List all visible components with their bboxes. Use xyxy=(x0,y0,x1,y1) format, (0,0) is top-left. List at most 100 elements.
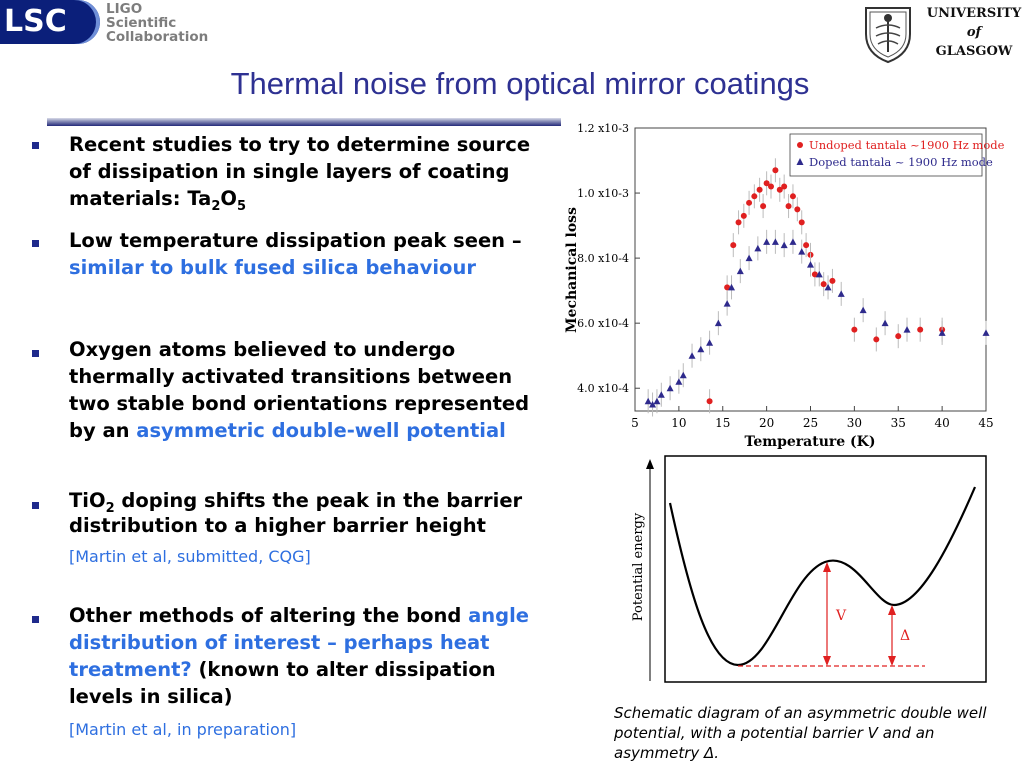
undoped-point xyxy=(895,333,902,340)
bullet-2-text: Low temperature dissipation peak seen – xyxy=(69,229,522,252)
doped-point xyxy=(982,329,990,336)
uni-line-2: of xyxy=(966,25,982,40)
x-tick-label: 5 xyxy=(631,416,639,430)
doped-point xyxy=(653,397,661,405)
undoped-point xyxy=(735,219,742,226)
undoped-point xyxy=(785,203,792,210)
bullet-1-sub-b: 5 xyxy=(236,199,246,214)
bullet-3: Oxygen atoms believed to undergo thermal… xyxy=(69,336,539,444)
doped-point xyxy=(706,339,714,346)
doped-point xyxy=(903,326,911,333)
double-well-diagram: V Δ Potential energy xyxy=(631,455,987,683)
doped-point xyxy=(679,371,687,379)
undoped-point xyxy=(776,186,783,193)
y-tick-label: 4.0 x10-4 xyxy=(577,382,629,395)
bullet-5-after: (known to alter dissipation levels in si… xyxy=(69,658,496,708)
reference-1: [Martin et al, submitted, CQG] xyxy=(69,547,311,566)
org-line-2: Scientific xyxy=(106,15,177,31)
doped-point xyxy=(824,283,832,291)
undoped-point xyxy=(724,284,731,291)
undoped-point xyxy=(781,183,788,190)
doped-point xyxy=(688,352,696,359)
bullet-1: Recent studies to try to determine sourc… xyxy=(69,131,539,214)
undoped-point xyxy=(760,203,767,210)
legend-marker xyxy=(797,142,803,148)
x-tick-label: 30 xyxy=(847,416,862,430)
y-tick-label: 6.0 x10-4 xyxy=(577,317,629,330)
asymmetry-arrow-up-icon xyxy=(888,605,896,615)
doped-point xyxy=(745,254,753,262)
undoped-point xyxy=(746,199,753,206)
undoped-point xyxy=(740,212,747,219)
undoped-point xyxy=(917,326,924,333)
legend-marker xyxy=(796,158,804,165)
undoped-point xyxy=(751,193,758,200)
diagram-y-label: Potential energy xyxy=(631,512,646,621)
doped-point xyxy=(657,391,665,398)
undoped-point xyxy=(820,281,827,288)
doped-point xyxy=(815,270,823,278)
diagram-axis-arrow-icon xyxy=(646,459,654,469)
x-axis-label: Temperature (K) xyxy=(745,434,876,450)
doped-point xyxy=(837,290,845,297)
org-line-3: Collaboration xyxy=(106,29,209,45)
bullet-1-sub-a: 2 xyxy=(211,199,221,214)
bullet-marker xyxy=(32,346,42,357)
x-tick-label: 40 xyxy=(934,416,949,430)
bullet-marker xyxy=(32,498,42,509)
doped-point xyxy=(881,319,889,327)
doped-point xyxy=(736,267,744,275)
doped-point xyxy=(771,238,779,245)
bullet-3-highlight: asymmetric double-well potential xyxy=(136,419,506,442)
undoped-point xyxy=(794,206,801,213)
mechanical-loss-chart: 5 10 15 20 25 30 35 40 45 4.0 x10-4 6.0 x10-4 8.0 x… xyxy=(564,122,1005,450)
doped-point xyxy=(728,283,736,291)
y-tick-label: 8.0 x10-4 xyxy=(577,252,629,265)
uni-line-1: UNIVERSITY xyxy=(926,6,1022,21)
bullet-marker xyxy=(32,138,42,149)
bullet-2: Low temperature dissipation peak seen – … xyxy=(69,227,539,281)
x-tick-label: 25 xyxy=(803,416,818,430)
doped-point xyxy=(798,248,806,255)
lsc-org-name: LIGO Scientific Collaboration xyxy=(106,2,246,44)
bullet-1-text: Recent studies to try to determine sourc… xyxy=(69,133,531,210)
doped-point xyxy=(754,244,762,252)
university-name: UNIVERSITY of GLASGOW xyxy=(924,4,1024,61)
barrier-arrow-up-icon xyxy=(823,562,831,572)
undoped-point xyxy=(789,193,796,200)
bullet-4: TiO2 doping shifts the peak in the barri… xyxy=(69,488,539,538)
x-tick-label: 35 xyxy=(891,416,906,430)
doped-point xyxy=(644,397,652,405)
bullet-1-mid: O xyxy=(220,187,237,210)
asymmetry-label: Δ xyxy=(900,628,910,644)
uni-line-3: GLASGOW xyxy=(935,44,1013,59)
bullet-4-pre: TiO xyxy=(69,489,106,512)
x-tick-label: 20 xyxy=(759,416,774,430)
y-tick-label: 1.0 x10-3 xyxy=(577,187,629,200)
potential-curve xyxy=(668,486,977,667)
doped-point xyxy=(697,345,705,353)
undoped-point xyxy=(829,277,836,284)
doped-point xyxy=(675,378,683,385)
undoped-point xyxy=(811,271,818,278)
lsc-logo: LSC xyxy=(0,0,100,44)
doped-point xyxy=(807,261,814,268)
doped-point xyxy=(723,300,731,307)
undoped-point xyxy=(798,219,805,226)
y-tick-label: 1.2 x10-3 xyxy=(577,122,629,135)
undoped-point xyxy=(756,186,763,193)
legend-label: Doped tantala ~ 1900 Hz mode xyxy=(809,155,993,169)
doped-point xyxy=(789,238,797,245)
doped-point xyxy=(666,384,674,392)
barrier-label: V xyxy=(835,608,847,624)
figure-caption: Schematic diagram of an asymmetric doubl… xyxy=(614,704,987,762)
x-tick-label: 15 xyxy=(715,416,730,430)
doped-point xyxy=(859,306,867,314)
bullet-marker xyxy=(32,236,42,247)
reference-2: [Martin et al, in preparation] xyxy=(69,720,297,739)
doped-point xyxy=(938,329,946,336)
doped-point xyxy=(763,238,771,245)
chart-legend-box xyxy=(789,133,983,177)
bullet-marker xyxy=(32,612,42,623)
barrier-arrow-down-icon xyxy=(823,656,831,666)
